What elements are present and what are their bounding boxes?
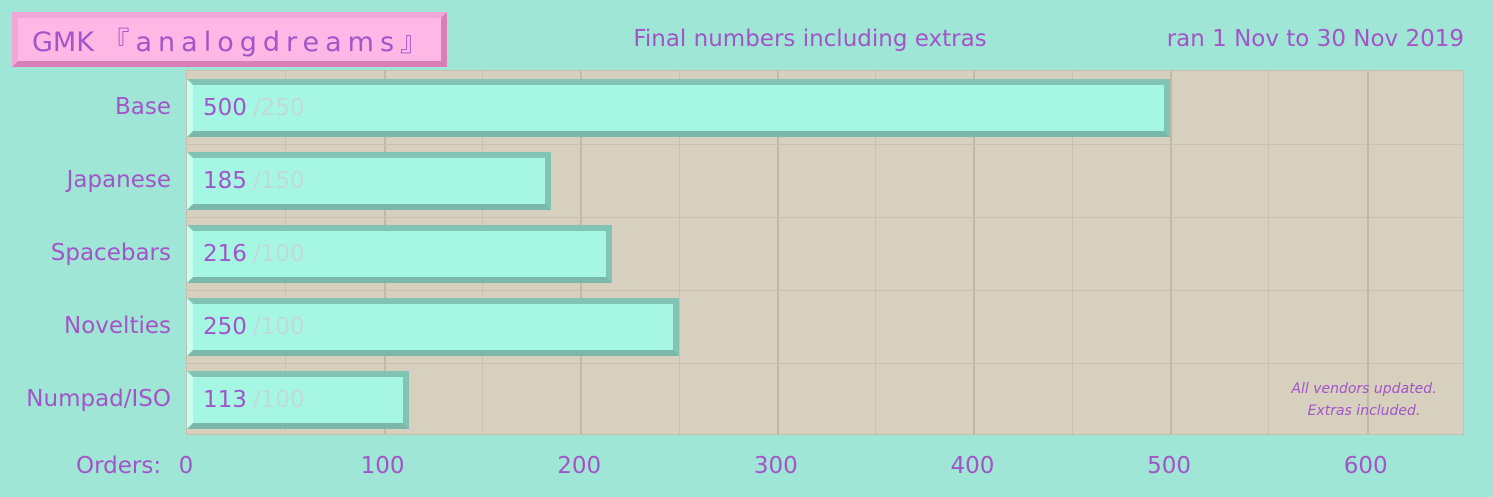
bar-value-label: 250 xyxy=(203,313,247,340)
row-separator xyxy=(187,290,1463,291)
x-tick-label: 600 xyxy=(1343,453,1388,479)
row-separator xyxy=(187,144,1463,145)
bar-base: 500/250 xyxy=(187,78,1171,137)
x-tick-label: 0 xyxy=(178,453,194,479)
bar-minimum-label: /100 xyxy=(252,240,305,267)
x-tick-label: 400 xyxy=(950,453,995,479)
bar-minimum-label: /100 xyxy=(252,386,305,413)
gridline-minor xyxy=(875,71,877,434)
title-name: 『analogdreams』 xyxy=(102,27,434,58)
gridline-minor xyxy=(1071,71,1073,434)
gridline-minor xyxy=(678,71,680,434)
category-label: Novelties xyxy=(64,312,171,339)
bar-minimum-label: /250 xyxy=(252,94,305,121)
bar-minimum-label: /150 xyxy=(252,167,305,194)
title-prefix: GMK xyxy=(32,27,103,58)
gridline-major xyxy=(1366,71,1369,434)
category-label: Japanese xyxy=(66,166,171,193)
category-label: Base xyxy=(114,93,171,120)
x-tick-label: 200 xyxy=(557,453,602,479)
note-line-2: Extras included. xyxy=(1307,403,1421,419)
x-axis-label: Orders: xyxy=(76,453,162,479)
plot-area: 500/250 185/150 216/100 250/100 113/100 xyxy=(186,70,1464,435)
x-tick-label: 100 xyxy=(360,453,405,479)
category-label: Numpad/ISO xyxy=(26,385,171,412)
bar-minimum-label: /100 xyxy=(252,313,305,340)
bar-value-label: 216 xyxy=(203,240,247,267)
bar-value-label: 185 xyxy=(203,167,247,194)
bar-japanese: 185/150 xyxy=(187,151,551,210)
category-label: Spacebars xyxy=(50,239,171,266)
gridline-major xyxy=(1170,71,1173,434)
note-line-1: All vendors updated. xyxy=(1291,381,1437,397)
gridline-minor xyxy=(1268,71,1270,434)
chart-subtitle: Final numbers including extras xyxy=(633,26,987,52)
chart-title: GMK 『analogdreams』 xyxy=(32,20,433,59)
x-tick-label: 300 xyxy=(753,453,798,479)
gridline-major xyxy=(776,71,779,434)
bar-value-label: 500 xyxy=(203,94,247,121)
date-range: ran 1 Nov to 30 Nov 2019 xyxy=(1166,26,1464,52)
row-separator xyxy=(187,363,1463,364)
bar-novelties: 250/100 xyxy=(187,297,679,356)
bar-numpad-iso: 113/100 xyxy=(187,370,410,429)
title-badge: GMK 『analogdreams』 xyxy=(12,12,447,67)
row-separator xyxy=(187,217,1463,218)
x-tick-label: 500 xyxy=(1147,453,1192,479)
gridline-major xyxy=(973,71,976,434)
bar-spacebars: 216/100 xyxy=(187,224,612,283)
bar-value-label: 113 xyxy=(203,386,247,413)
